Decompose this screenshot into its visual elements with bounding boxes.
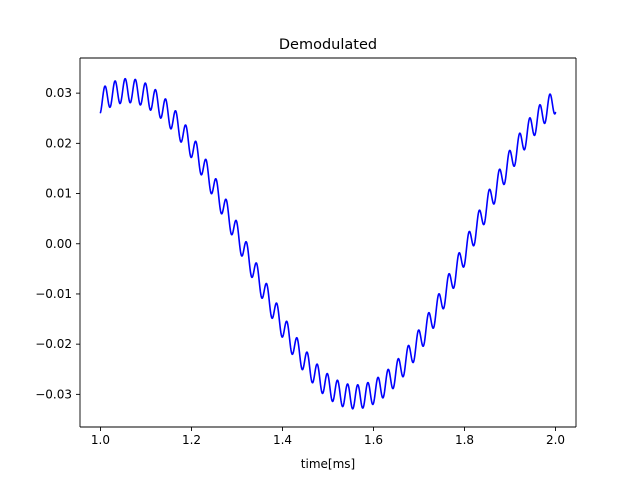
y-tick-label: 0.01 xyxy=(45,187,72,201)
plot-area xyxy=(79,57,577,428)
x-tick-label: 2.0 xyxy=(546,433,565,447)
y-axis-ticks: 0.03 0.02 0.01 0.00 −0.01 −0.02 −0.03 xyxy=(35,86,80,401)
x-tick-label: 1.2 xyxy=(182,433,201,447)
x-tick-label: 1.8 xyxy=(455,433,474,447)
x-tick-label: 1.0 xyxy=(91,433,110,447)
y-tick-label: 0.03 xyxy=(45,86,72,100)
y-tick-label: 0.00 xyxy=(45,237,72,251)
y-tick-label: 0.02 xyxy=(45,136,72,150)
chart-title: Demodulated xyxy=(279,37,377,53)
y-tick-label: −0.01 xyxy=(35,287,72,301)
x-axis-ticks: 1.0 1.2 1.4 1.6 1.8 2.0 xyxy=(91,427,565,447)
x-tick-label: 1.6 xyxy=(364,433,383,447)
series-line-0 xyxy=(99,77,557,410)
x-axis-label: time[ms] xyxy=(301,457,355,471)
y-tick-label: −0.03 xyxy=(35,387,72,401)
y-tick-label: −0.02 xyxy=(35,337,72,351)
x-tick-label: 1.4 xyxy=(273,433,292,447)
